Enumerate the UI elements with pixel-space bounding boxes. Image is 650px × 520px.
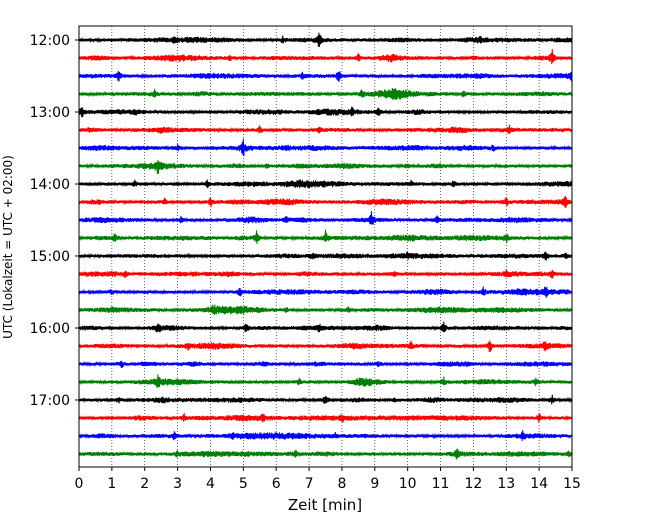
x-tick-label-15: 15	[563, 476, 581, 492]
trace-1500	[78, 251, 573, 261]
trace-1315	[78, 124, 573, 135]
y-tick-label-1400: 14:00	[30, 177, 70, 193]
trace-1600	[78, 321, 573, 333]
x-tick-label-6: 6	[272, 476, 281, 492]
x-axis-label: Zeit [min]	[288, 496, 362, 514]
trace-1330	[78, 138, 573, 157]
trace-1745	[78, 448, 573, 460]
plot-frame	[78, 25, 573, 468]
trace-1400	[78, 179, 573, 189]
x-tick-label-1: 1	[107, 476, 116, 492]
y-tick-label-1700: 17:00	[30, 393, 70, 409]
trace-1300	[78, 106, 573, 118]
trace-1445	[78, 229, 573, 244]
trace-1700	[78, 394, 573, 405]
trace-1215	[78, 48, 573, 65]
trace-1715	[78, 412, 573, 423]
trace-1415	[78, 195, 573, 209]
x-tick-label-3: 3	[173, 476, 182, 492]
x-tick-label-11: 11	[432, 476, 450, 492]
trace-1530	[78, 286, 573, 298]
trace-1630	[78, 360, 573, 368]
seismic-traces	[78, 32, 573, 460]
y-tick-label-1200: 12:00	[30, 33, 70, 49]
y-tick-label-1500: 15:00	[30, 249, 70, 265]
x-tick-label-9: 9	[370, 476, 379, 492]
x-axis-ticks: 0 1 2 3 4 5 6 7 8 9 10 11 12 13 14 15	[75, 467, 581, 492]
trace-1615	[78, 340, 573, 353]
trace-1730	[78, 430, 573, 442]
trace-1345	[78, 160, 573, 174]
x-tick-label-4: 4	[206, 476, 215, 492]
x-tick-label-13: 13	[497, 476, 515, 492]
y-axis-ticks: 12:00 13:00 14:00 15:00 16:00 17:00	[30, 33, 79, 409]
y-tick-label-1300: 13:00	[30, 105, 70, 121]
y-tick-label-1600: 16:00	[30, 321, 70, 337]
trace-1230	[78, 70, 573, 82]
x-tick-label-10: 10	[399, 476, 417, 492]
x-tick-label-0: 0	[75, 476, 84, 492]
trace-1245	[78, 87, 573, 101]
trace-1430	[78, 211, 573, 225]
y-axis-label: UTC (Lokalzeit = UTC + 02:00)	[1, 155, 15, 339]
trace-1545	[78, 304, 573, 315]
trace-1515	[78, 268, 573, 279]
x-tick-label-12: 12	[464, 476, 482, 492]
x-tick-label-8: 8	[337, 476, 346, 492]
x-tick-label-7: 7	[305, 476, 314, 492]
x-tick-label-14: 14	[530, 476, 548, 492]
x-tick-label-2: 2	[140, 476, 149, 492]
x-tick-label-5: 5	[239, 476, 248, 492]
trace-1200	[78, 32, 573, 47]
trace-1645	[78, 374, 573, 389]
